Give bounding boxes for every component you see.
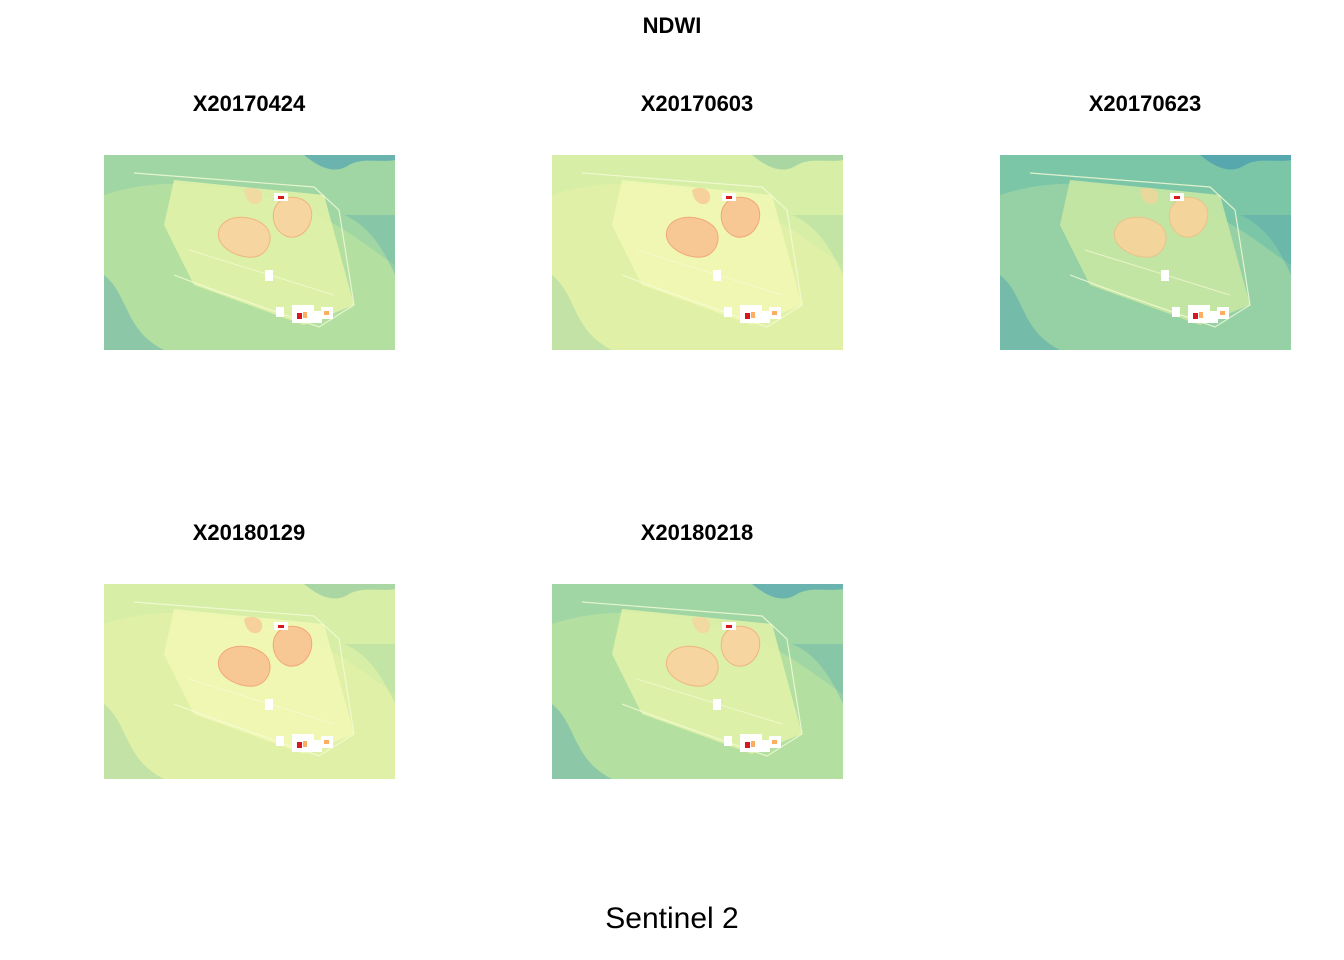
ndwi-raster-image (104, 584, 395, 779)
panel-title-3: X20170623 (1088, 91, 1202, 116)
panel-title-2: X20170603 (640, 91, 754, 116)
raster-panel-4 (104, 584, 395, 779)
raster-panel-2 (552, 155, 843, 350)
raster-panel-3 (1000, 155, 1291, 350)
figure-title: NDWI (642, 13, 702, 38)
panel-title-4: X20180129 (192, 520, 306, 545)
ndwi-raster-image (1000, 155, 1291, 350)
raster-panel-1 (104, 155, 395, 350)
ndwi-raster-image (552, 155, 843, 350)
panel-title-5: X20180218 (640, 520, 754, 545)
ndwi-raster-image (104, 155, 395, 350)
panel-title-1: X20170424 (192, 91, 306, 116)
figure-xlabel: Sentinel 2 (605, 902, 739, 935)
ndwi-raster-image (552, 584, 843, 779)
raster-panel-5 (552, 584, 843, 779)
